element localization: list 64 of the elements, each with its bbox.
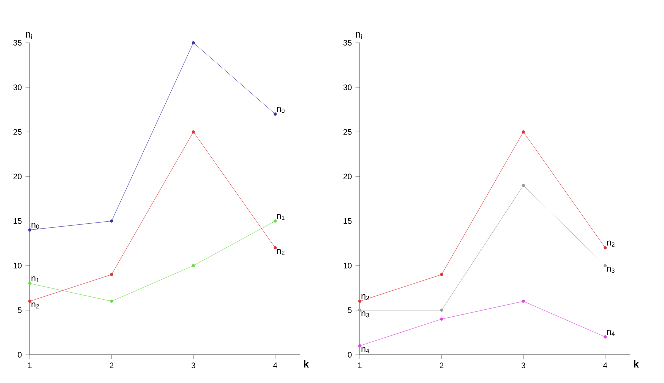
- y-tick-label: 10: [14, 263, 22, 269]
- y-tick-label: 10: [344, 263, 352, 269]
- x-tick-label: 2: [440, 362, 444, 368]
- point: [440, 308, 444, 312]
- y-tick-label: 35: [14, 40, 22, 46]
- y-tick-label: 30: [344, 84, 352, 90]
- point: [192, 41, 196, 45]
- point: [522, 130, 526, 134]
- y-tick-label: 15: [344, 218, 352, 224]
- x-axis-title: k: [304, 360, 310, 368]
- point: [522, 300, 526, 304]
- x-tick-label: 3: [522, 362, 526, 368]
- series-label: n$_{2}$: [277, 249, 285, 256]
- x-tick-label: 1: [28, 362, 32, 368]
- y-tick-label: 20: [14, 174, 22, 180]
- point: [440, 318, 444, 321]
- y-tick-label: 25: [344, 129, 352, 135]
- text: n$_{1}$: [32, 276, 40, 282]
- y-tick-label: 5: [348, 308, 352, 314]
- point: [28, 228, 32, 232]
- series-label: n$_{1}$: [277, 214, 285, 220]
- point: [28, 282, 32, 286]
- x-tick-label: 2: [110, 362, 114, 368]
- x-tick-label: 4: [273, 362, 278, 368]
- point: [110, 220, 114, 223]
- y-axis-title: n$_{i}$: [26, 32, 32, 40]
- y-tick-label: 25: [14, 129, 22, 135]
- series-label: n$_{0}$: [32, 223, 40, 230]
- point: [358, 300, 362, 304]
- text: n$_{2}$: [32, 302, 40, 309]
- x-tick-label: 4: [603, 362, 608, 368]
- series-label: n$_{4}$: [362, 347, 370, 354]
- point: [274, 112, 278, 116]
- point: [358, 344, 362, 348]
- point: [192, 264, 196, 268]
- text: n$_{4}$: [607, 330, 615, 336]
- point: [110, 300, 114, 304]
- y-tick-label: 15: [14, 218, 22, 224]
- point: [274, 220, 278, 223]
- x-tick-label: 3: [192, 362, 196, 368]
- point: [192, 130, 196, 134]
- point: [604, 264, 608, 268]
- text: n$_{2}$: [607, 240, 615, 247]
- text: n$_{0}$: [277, 107, 285, 114]
- y-tick-label: 0: [18, 352, 22, 358]
- x-tick-label: 1: [358, 362, 362, 368]
- point: [28, 300, 32, 304]
- point: [604, 336, 608, 339]
- point: [440, 273, 444, 276]
- point: [522, 184, 526, 188]
- y-tick-label: 30: [14, 84, 22, 90]
- x-axis-title: k: [634, 360, 640, 368]
- y-tick-label: 20: [344, 174, 352, 180]
- y-tick-label: 0: [348, 352, 352, 358]
- point: [358, 308, 362, 312]
- y-axis-title: n$_{i}$: [356, 32, 362, 40]
- y-tick-label: 5: [18, 308, 22, 314]
- y-tick-label: 35: [344, 40, 352, 46]
- text: n$_{3}$: [607, 267, 615, 274]
- point: [604, 246, 608, 250]
- point: [274, 246, 278, 250]
- point: [110, 273, 114, 276]
- series-label: n$_{2}$: [362, 294, 370, 300]
- series-label: n$_{3}$: [362, 312, 370, 318]
